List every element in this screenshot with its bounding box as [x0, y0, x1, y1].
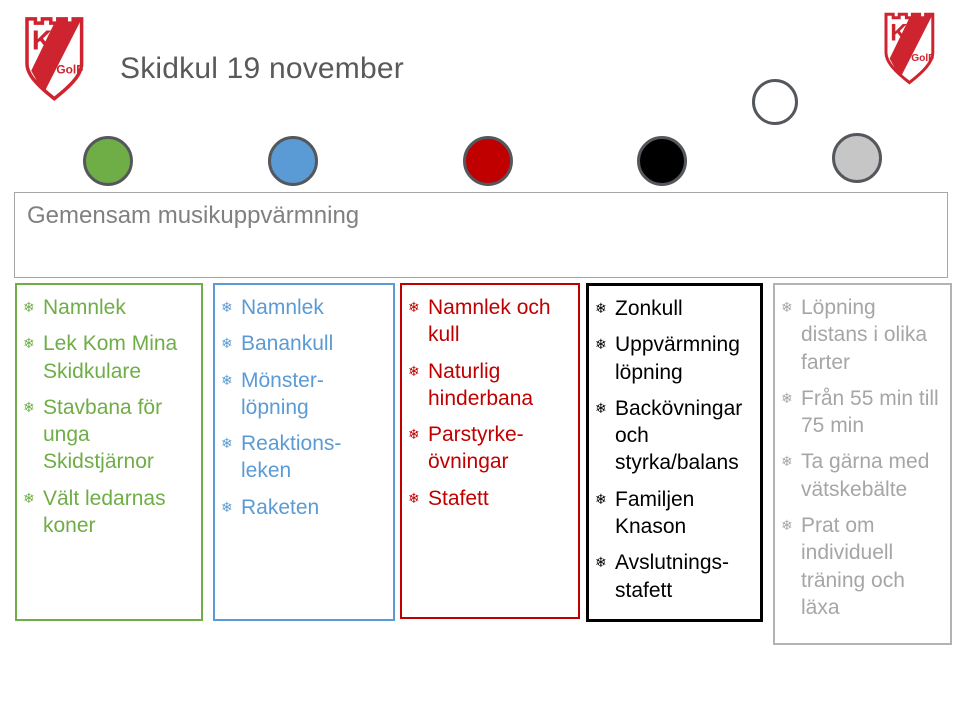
- list-item: ❄ Lek Kom Mina Skidkulare: [23, 330, 197, 385]
- item-text: Vält ledarnas koner: [43, 486, 166, 538]
- snowflake-icon: ❄: [595, 554, 607, 571]
- item-text: Prat om individuell träning och läxa: [801, 514, 905, 619]
- item-text: Ta gärna med vätskebälte: [801, 450, 930, 501]
- item-text: Avslutnings-stafett: [615, 551, 730, 602]
- list-item: ❄ Uppvärmning löpning: [595, 331, 756, 386]
- snowflake-icon: ❄: [23, 398, 35, 415]
- group-circle-black: [637, 136, 687, 186]
- logo-text: GolF: [911, 53, 934, 64]
- snowflake-icon: ❄: [221, 371, 233, 388]
- item-text: Löpning distans i olika farter: [801, 296, 928, 374]
- item-text: Reaktions-leken: [241, 432, 342, 483]
- activity-list: ❄ Namnlek och kull ❄ Naturlig hinderbana ❄…: [402, 285, 578, 527]
- group-box-gray: ❄ Löpning distans i olika farter ❄ Från 55…: [773, 283, 952, 645]
- list-item: ❄ Från 55 min till 75 min: [781, 385, 946, 440]
- item-text: Banankull: [241, 332, 334, 356]
- common-activity-text: Gemensam musikuppvärmning: [27, 202, 360, 229]
- list-item: ❄ Zonkull: [595, 295, 756, 322]
- snowflake-icon: ❄: [23, 335, 35, 352]
- list-item: ❄ Stafett: [408, 485, 574, 512]
- logo-text: GolF: [56, 63, 83, 77]
- group-box-blue: ❄ Namnlek ❄ Banankull ❄ Mönster-löpning ❄ Re…: [213, 283, 395, 621]
- snowflake-icon: ❄: [595, 336, 607, 353]
- list-item: ❄ Prat om individuell träning och läxa: [781, 512, 946, 621]
- snowflake-icon: ❄: [595, 399, 607, 416]
- list-item: ❄ Stavbana för unga Skidstjärnor: [23, 394, 197, 476]
- group-circle-white: [752, 79, 798, 125]
- item-text: Mönster-löpning: [241, 368, 324, 419]
- club-logo-right-icon: K GolF: [884, 12, 934, 85]
- list-item: ❄ Ta gärna med vätskebälte: [781, 448, 946, 503]
- group-box-green: ❄ Namnlek ❄ Lek Kom Mina Skidkulare ❄ Stavb…: [15, 283, 203, 621]
- group-circle-red: [463, 136, 513, 186]
- snowflake-icon: ❄: [221, 299, 233, 315]
- item-text: Parstyrke-övningar: [428, 423, 524, 474]
- item-text: Stavbana för unga Skidstjärnor: [43, 395, 163, 474]
- logo-letter: K: [890, 20, 908, 47]
- snowflake-icon: ❄: [781, 389, 793, 406]
- snowflake-icon: ❄: [408, 362, 420, 379]
- item-text: Namnlek och kull: [428, 296, 551, 347]
- item-text: Uppvärmning löpning: [615, 333, 740, 384]
- snowflake-icon: ❄: [408, 299, 420, 315]
- list-item: ❄ Banankull: [221, 330, 389, 357]
- activity-list: ❄ Namnlek ❄ Banankull ❄ Mönster-löpning ❄ Re…: [215, 285, 393, 536]
- item-text: Backövningar och styrka/balans: [615, 396, 743, 475]
- club-logo-left-icon: K GolF: [25, 17, 83, 101]
- snowflake-icon: ❄: [221, 498, 233, 515]
- item-text: Familjen Knason: [615, 487, 695, 539]
- list-item: ❄ Naturlig hinderbana: [408, 358, 574, 413]
- item-text: Raketen: [241, 495, 320, 519]
- activity-list: ❄ Zonkull ❄ Uppvärmning löpning ❄ Backövnin…: [589, 286, 760, 619]
- snowflake-icon: ❄: [781, 453, 793, 470]
- list-item: ❄ Namnlek: [23, 294, 197, 321]
- activity-list: ❄ Löpning distans i olika farter ❄ Från 55…: [775, 285, 950, 636]
- snowflake-icon: ❄: [781, 517, 793, 534]
- logo-letter: K: [32, 25, 52, 56]
- list-item: ❄ Löpning distans i olika farter: [781, 294, 946, 376]
- snowflake-icon: ❄: [408, 426, 420, 443]
- group-box-black: ❄ Zonkull ❄ Uppvärmning löpning ❄ Backövnin…: [586, 283, 763, 622]
- list-item: ❄ Parstyrke-övningar: [408, 421, 574, 476]
- slide-title: Skidkul 19 november: [120, 52, 404, 85]
- item-text: Lek Kom Mina Skidkulare: [43, 332, 178, 383]
- snowflake-icon: ❄: [595, 490, 607, 507]
- list-item: ❄ Namnlek: [221, 294, 389, 321]
- item-text: Zonkull: [615, 297, 683, 320]
- item-text: Stafett: [428, 486, 489, 510]
- snowflake-icon: ❄: [23, 489, 35, 506]
- snowflake-icon: ❄: [781, 299, 793, 315]
- snowflake-icon: ❄: [23, 299, 35, 315]
- common-activity-box: Gemensam musikuppvärmning: [14, 192, 948, 278]
- list-item: ❄ Vält ledarnas koner: [23, 485, 197, 540]
- item-text: Namnlek: [43, 296, 126, 319]
- item-text: Från 55 min till 75 min: [801, 386, 939, 438]
- activity-list: ❄ Namnlek ❄ Lek Kom Mina Skidkulare ❄ Stavb…: [17, 285, 201, 554]
- snowflake-icon: ❄: [408, 489, 420, 506]
- group-box-red: ❄ Namnlek och kull ❄ Naturlig hinderbana ❄…: [400, 283, 580, 619]
- item-text: Namnlek: [241, 296, 324, 319]
- snowflake-icon: ❄: [221, 335, 233, 352]
- snowflake-icon: ❄: [595, 300, 607, 316]
- group-circle-blue: [268, 136, 318, 186]
- snowflake-icon: ❄: [221, 435, 233, 452]
- list-item: ❄ Avslutnings-stafett: [595, 549, 756, 604]
- list-item: ❄ Familjen Knason: [595, 486, 756, 541]
- group-circle-green: [83, 136, 133, 186]
- item-text: Naturlig hinderbana: [428, 359, 534, 410]
- list-item: ❄ Mönster-löpning: [221, 367, 389, 422]
- list-item: ❄ Namnlek och kull: [408, 294, 574, 349]
- list-item: ❄ Reaktions-leken: [221, 430, 389, 485]
- list-item: ❄ Raketen: [221, 494, 389, 521]
- group-circle-gray: [832, 133, 882, 183]
- list-item: ❄ Backövningar och styrka/balans: [595, 395, 756, 477]
